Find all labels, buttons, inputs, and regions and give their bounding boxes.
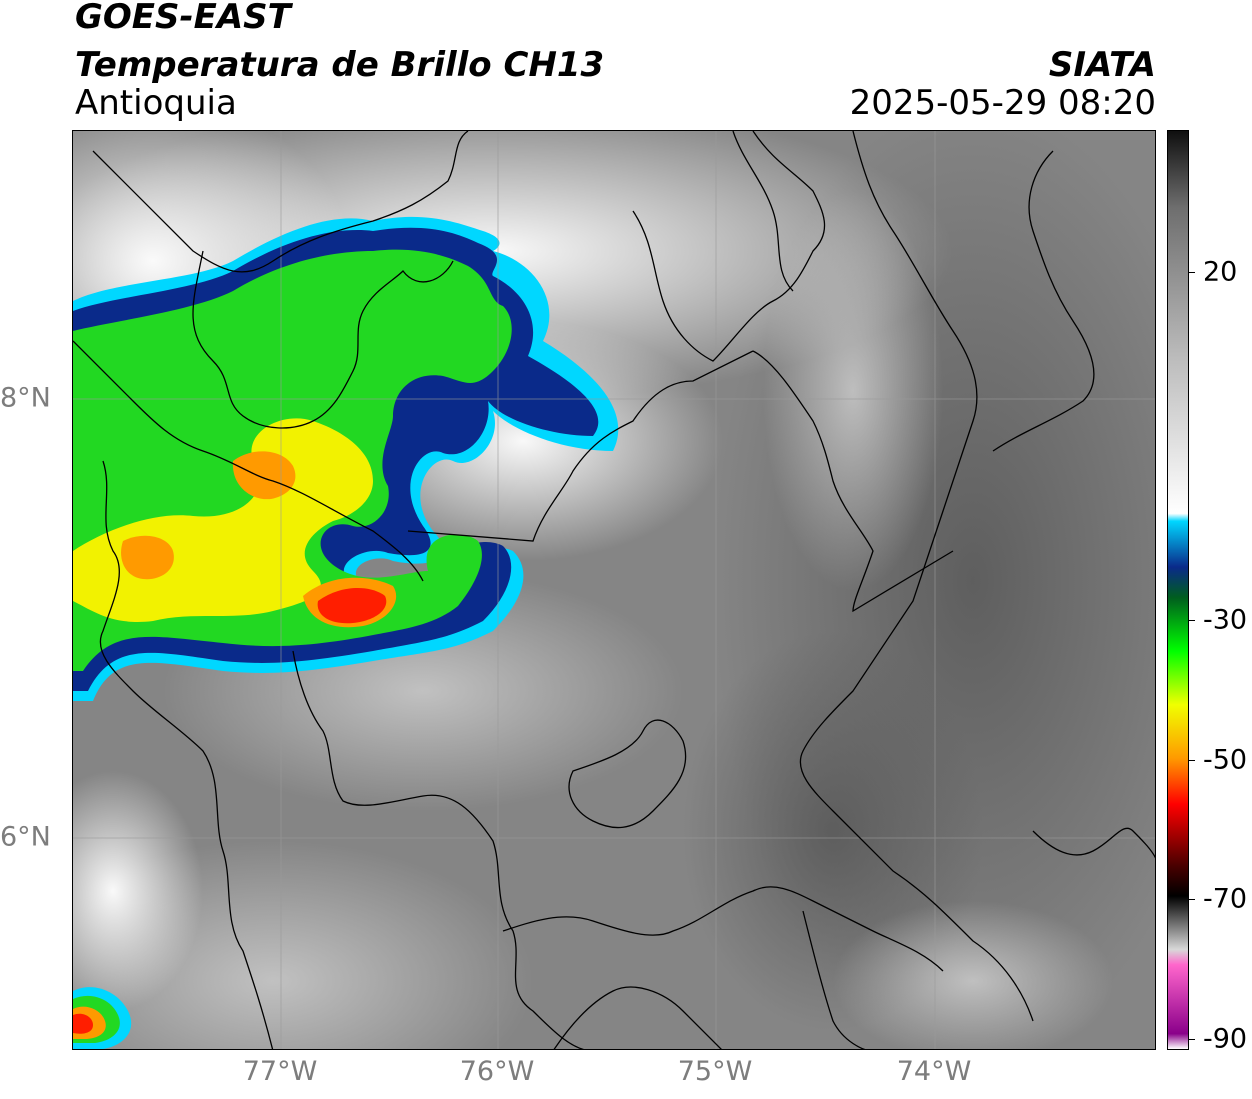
lon-tick-75w: 75°W [677,1056,753,1087]
colorbar-label-minus50: -50 [1203,744,1248,776]
satellite-title: GOES-EAST [75,0,291,37]
bolivar-border [799,131,1034,1022]
product-title: Temperatura de Brillo CH13 [75,45,605,85]
colorbar-tick-minus50 [1189,760,1195,761]
pacific-coastline [99,460,274,1049]
small-system-red [73,1013,93,1034]
santander-border [992,150,1095,452]
boyaca-border [1032,827,1155,859]
timestamp-label: 2025-05-29 08:20 [849,83,1156,123]
map-canvas [73,131,1155,1049]
lat-tick-8n: 8°N [0,382,51,414]
cold-cloud-red-core [317,587,387,624]
gulf-coastline [192,250,454,429]
colorbar-tick-minus30 [1189,620,1195,621]
cold-cloud-orange-west [232,451,296,500]
choco-border [292,650,585,1049]
colorbar-label-minus30: -30 [1203,604,1248,636]
lon-tick-76w: 76°W [459,1056,535,1087]
coastline-north [92,131,469,273]
colorbar-tick-20 [1189,272,1195,273]
satellite-map[interactable] [72,130,1156,1050]
risaralda-border [553,986,722,1049]
cundinamarca-border [802,910,866,1049]
colorbar-label-20: 20 [1203,256,1238,288]
antioquia-east-border [752,350,954,613]
antioquia-north-border [407,350,754,542]
caldas-border [502,886,944,972]
cloud-band-southeast [833,901,1113,1049]
colorbar-tick-minus70 [1189,899,1195,900]
colorbar-tick-minus90 [1189,1039,1195,1040]
colorbar [1167,130,1189,1050]
sucre-border [732,131,794,292]
region-label: Antioquia [75,83,237,123]
magdalena-medio-border [568,719,687,829]
panama-border [73,340,424,582]
cordoba-border [632,131,826,362]
graticule [73,131,1155,1049]
lat-tick-6n: 6°N [0,821,51,853]
colorbar-label-minus70: -70 [1203,883,1248,915]
boundaries [73,131,1155,1049]
colorbar-label-minus90: -90 [1203,1023,1248,1055]
cold-cloud-orange-southwest [121,535,174,580]
lon-tick-77w: 77°W [242,1056,318,1087]
organization-label: SIATA [1048,45,1156,85]
cloud-band-northeast [763,191,943,591]
lon-tick-74w: 74°W [896,1056,972,1087]
cloud-band-southwest [73,771,203,1011]
